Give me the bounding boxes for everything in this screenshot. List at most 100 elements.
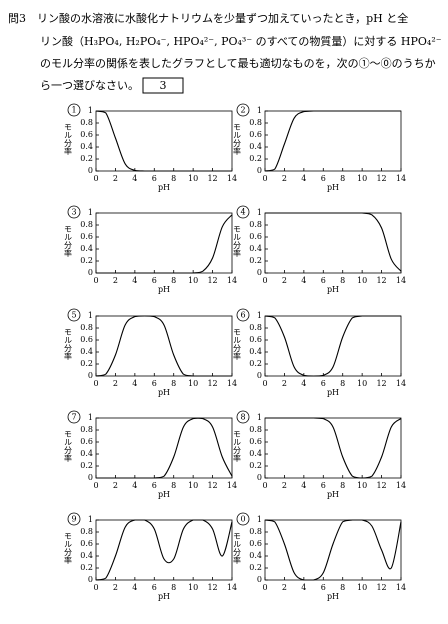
option-label: 1: [71, 106, 76, 115]
plot-frame: [95, 315, 233, 377]
x-tick-label: 0: [262, 174, 267, 183]
x-axis-label: pH: [158, 490, 170, 499]
y-tick-label: 0.8: [249, 118, 262, 127]
y-axis-label: モル分率: [64, 430, 73, 463]
x-axis-label: pH: [158, 183, 170, 192]
option-label: 4: [240, 208, 245, 217]
plot-frame: [264, 315, 402, 377]
y-tick-label: 0.4: [80, 244, 93, 253]
y-tick-label: 0.4: [249, 551, 262, 560]
y-axis-label: モル分率: [233, 532, 242, 565]
y-tick-label: 0.8: [249, 323, 262, 332]
y-tick-label: 0.8: [80, 220, 93, 229]
curve: [95, 315, 232, 377]
y-axis-label: モル分率: [64, 225, 73, 258]
curve: [96, 417, 233, 479]
plot-frame: [264, 212, 402, 274]
x-tick-label: 6: [321, 276, 326, 285]
y-tick-label: 0: [257, 166, 262, 175]
y-axis-label: モル分率: [233, 225, 242, 258]
x-tick-label: 6: [152, 174, 157, 183]
x-tick-label: 0: [262, 481, 267, 490]
y-tick-label: 1: [88, 515, 93, 524]
x-tick-label: 10: [188, 174, 198, 183]
question-line: リン酸（H₃PO₄, H₂PO₄⁻, HPO₄²⁻, PO₄³⁻ のすべての物質…: [40, 34, 442, 48]
x-tick-label: 8: [171, 276, 176, 285]
option-label: 6: [240, 311, 245, 320]
y-tick-label: 1: [257, 413, 262, 422]
y-tick-label: 0: [257, 473, 262, 482]
x-tick-label: 2: [282, 481, 287, 490]
y-tick-label: 0.2: [249, 359, 262, 368]
x-tick-label: 0: [93, 481, 98, 490]
y-tick-label: 0: [88, 268, 93, 277]
option-label: 7: [71, 413, 76, 422]
x-tick-label: 10: [357, 379, 367, 388]
x-tick-label: 10: [357, 583, 367, 592]
y-axis-label: モル分率: [233, 430, 242, 463]
x-tick-label: 2: [113, 276, 118, 285]
x-tick-label: 6: [321, 583, 326, 592]
x-tick-label: 6: [152, 481, 157, 490]
y-tick-label: 0.4: [80, 347, 93, 356]
x-tick-label: 2: [282, 174, 287, 183]
x-tick-label: 2: [113, 481, 118, 490]
x-tick-label: 8: [340, 276, 345, 285]
option-label: 5: [71, 311, 76, 320]
plot-frame: [95, 212, 233, 274]
y-tick-label: 0.2: [80, 154, 93, 163]
curve: [96, 214, 233, 274]
x-tick-label: 4: [301, 583, 306, 592]
y-axis-label: モル分率: [64, 532, 73, 565]
question-line: 問3 リン酸の水溶液に水酸化ナトリウムを少量ずつ加えていったとき，pH と全: [8, 11, 408, 25]
x-tick-label: 4: [301, 276, 306, 285]
option-circle: [67, 512, 81, 526]
x-tick-label: 10: [357, 481, 367, 490]
curve: [264, 519, 402, 581]
x-tick-label: 4: [301, 174, 306, 183]
option-circle: [67, 205, 81, 219]
y-tick-label: 0.6: [80, 539, 93, 548]
y-tick-label: 1: [257, 311, 262, 320]
y-tick-label: 0.8: [80, 323, 93, 332]
y-tick-label: 0.8: [249, 425, 262, 434]
option-label: 0: [240, 515, 245, 524]
option-circle: [236, 512, 250, 526]
answer-box-label: 3: [160, 79, 167, 92]
curve: [264, 315, 401, 377]
y-tick-label: 0.8: [249, 220, 262, 229]
x-tick-label: 4: [132, 379, 137, 388]
x-tick-label: 2: [282, 276, 287, 285]
y-tick-label: 1: [88, 208, 93, 217]
plot-frame: [95, 417, 233, 479]
x-axis-label: pH: [327, 490, 339, 499]
x-tick-label: 12: [376, 481, 386, 490]
y-tick-label: 0: [88, 166, 93, 175]
x-tick-label: 14: [396, 379, 406, 388]
y-tick-label: 0: [88, 575, 93, 584]
plot-frame: [95, 519, 233, 581]
x-tick-label: 6: [152, 379, 157, 388]
y-tick-label: 1: [257, 208, 262, 217]
y-tick-label: 0.2: [80, 563, 93, 572]
y-axis-label: モル分率: [64, 328, 73, 361]
y-tick-label: 1: [88, 311, 93, 320]
x-tick-label: 12: [376, 174, 386, 183]
y-tick-label: 0.2: [80, 359, 93, 368]
x-tick-label: 10: [188, 481, 198, 490]
y-tick-label: 0: [257, 575, 262, 584]
x-tick-label: 14: [227, 174, 237, 183]
x-tick-label: 14: [227, 481, 237, 490]
x-tick-label: 8: [171, 379, 176, 388]
x-tick-label: 0: [262, 379, 267, 388]
y-tick-label: 1: [88, 413, 93, 422]
y-tick-label: 0.8: [80, 527, 93, 536]
x-axis-label: pH: [327, 285, 339, 294]
curve: [95, 519, 233, 581]
y-tick-label: 0.8: [80, 425, 93, 434]
x-axis-label: pH: [158, 388, 170, 397]
x-axis-label: pH: [327, 183, 339, 192]
plot-frame: [264, 519, 402, 581]
x-tick-label: 12: [376, 583, 386, 592]
x-tick-label: 14: [396, 276, 406, 285]
